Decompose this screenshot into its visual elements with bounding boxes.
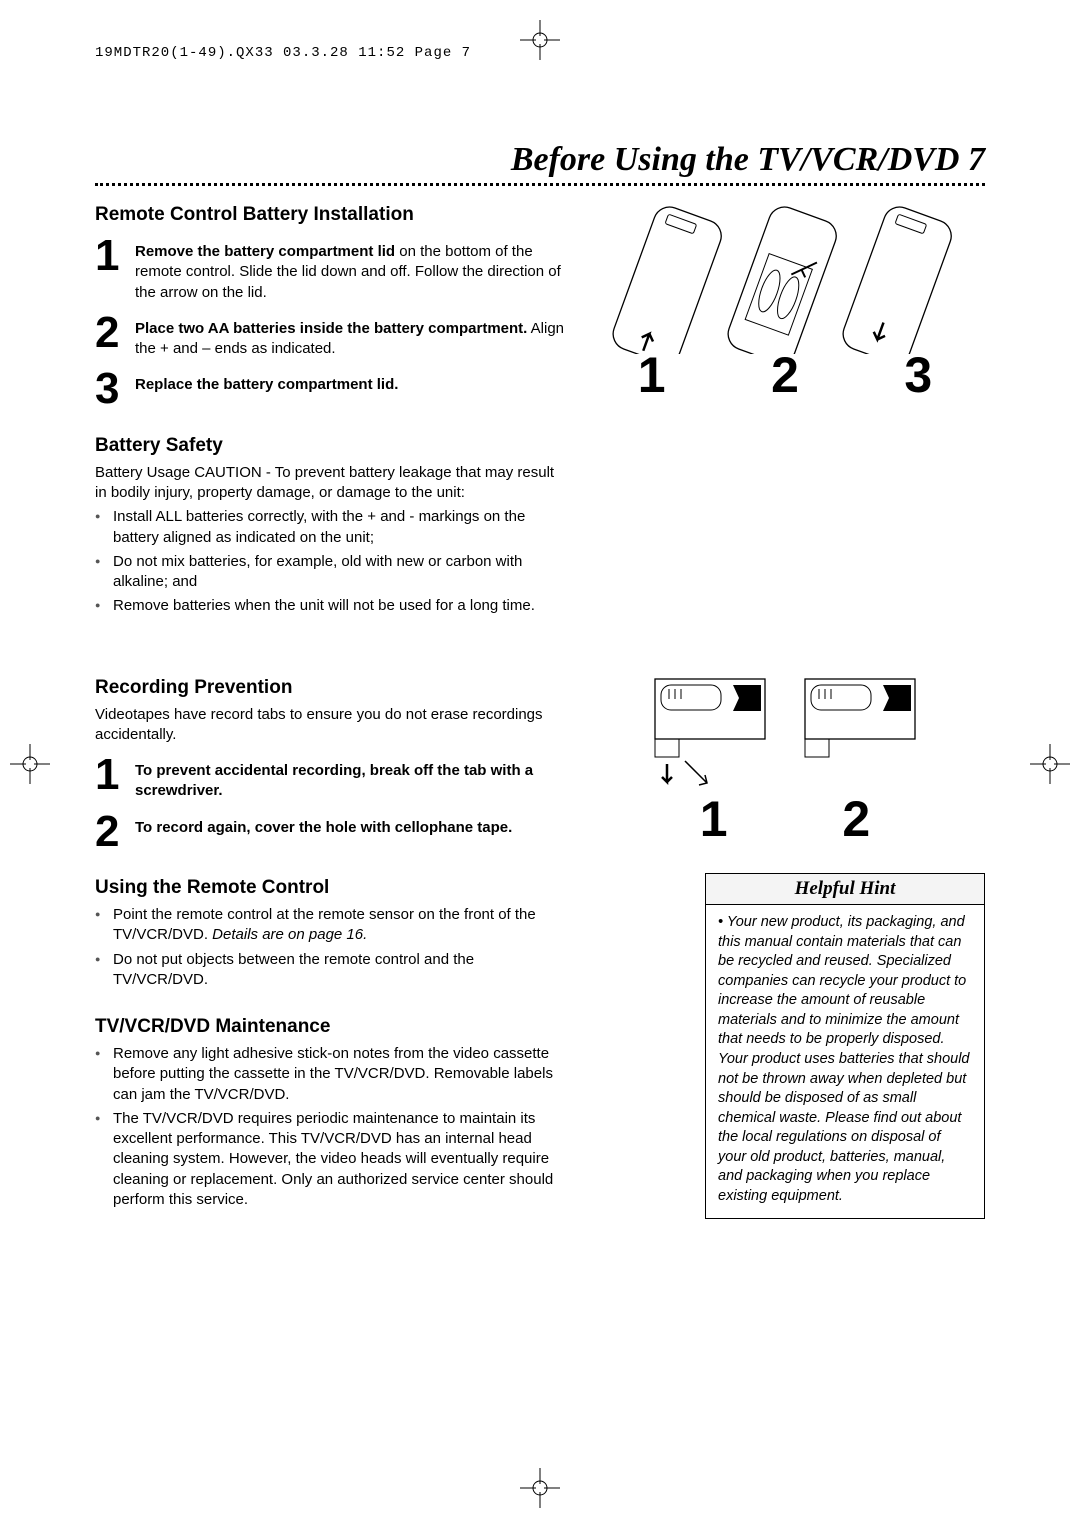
- crop-mark-left: [10, 744, 50, 784]
- step-text: To record again, cover the hole with cel…: [135, 812, 512, 838]
- figure-label: 1: [638, 346, 666, 404]
- heading-remote-install: Remote Control Battery Installation: [95, 204, 565, 226]
- list-item: Do not put objects between the remote co…: [95, 950, 565, 991]
- step-number: 1: [95, 755, 135, 795]
- heading-recording-prevention: Recording Prevention: [95, 677, 565, 699]
- left-column: Remote Control Battery Installation 1 Re…: [95, 204, 565, 1219]
- figure-label: 1: [700, 790, 728, 848]
- remote-install-steps: 1 Remove the battery compartment lid on …: [95, 236, 565, 409]
- helpful-hint-body: • Your new product, its packaging, and t…: [706, 905, 984, 1218]
- list-item: Point the remote control at the remote s…: [95, 905, 565, 946]
- battery-safety-bullets: Install ALL batteries correctly, with th…: [95, 507, 565, 616]
- step-text: Replace the battery compartment lid.: [135, 369, 398, 395]
- crop-mark-top: [520, 20, 560, 60]
- heading-using-remote: Using the Remote Control: [95, 877, 565, 899]
- crop-mark-bottom: [520, 1468, 560, 1508]
- page-title: Before Using the TV/VCR/DVD 7: [95, 141, 985, 179]
- list-item: Install ALL batteries correctly, with th…: [95, 507, 565, 548]
- battery-safety-intro: Battery Usage CAUTION - To prevent batte…: [95, 463, 565, 504]
- heading-maintenance: TV/VCR/DVD Maintenance: [95, 1016, 565, 1038]
- list-item: Remove batteries when the unit will not …: [95, 596, 565, 616]
- step-number: 2: [95, 313, 135, 353]
- figure-label: 2: [771, 346, 799, 404]
- using-remote-bullets: Point the remote control at the remote s…: [95, 905, 565, 990]
- step-text: Place two AA batteries inside the batter…: [135, 313, 565, 360]
- recording-prevention-intro: Videotapes have record tabs to ensure yo…: [95, 705, 565, 746]
- step-number: 2: [95, 812, 135, 852]
- step-text: Remove the battery compartment lid on th…: [135, 236, 565, 303]
- maintenance-bullets: Remove any light adhesive stick-on notes…: [95, 1044, 565, 1210]
- figure-label: 3: [904, 346, 932, 404]
- figure-label: 2: [842, 790, 870, 848]
- helpful-hint-title: Helpful Hint: [706, 874, 984, 905]
- list-item: Do not mix batteries, for example, old w…: [95, 552, 565, 593]
- crop-mark-right: [1030, 744, 1070, 784]
- recording-prevention-steps: 1 To prevent accidental recording, break…: [95, 755, 565, 851]
- step-number: 1: [95, 236, 135, 276]
- heading-battery-safety: Battery Safety: [95, 435, 565, 457]
- list-item: The TV/VCR/DVD requires periodic mainten…: [95, 1109, 565, 1210]
- step-text: To prevent accidental recording, break o…: [135, 755, 565, 802]
- step-number: 3: [95, 369, 135, 409]
- right-column: 1 2 3: [585, 204, 985, 1219]
- helpful-hint-box: Helpful Hint • Your new product, its pac…: [705, 873, 985, 1219]
- title-divider: [95, 183, 985, 186]
- figure-cassette-tab: 1 2: [585, 674, 985, 848]
- list-item: Remove any light adhesive stick-on notes…: [95, 1044, 565, 1105]
- figure-remote-batteries: 1 2 3: [585, 204, 985, 404]
